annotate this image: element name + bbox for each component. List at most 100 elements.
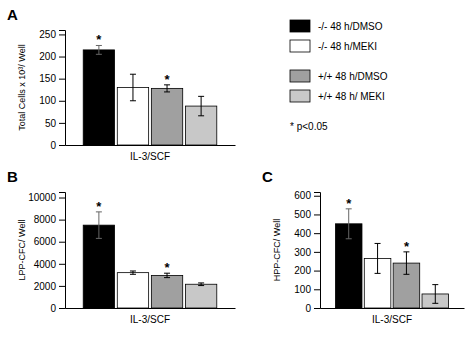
y-tick-label: 600	[294, 190, 311, 201]
legend-swatch	[290, 40, 310, 52]
y-axis: 0 50 100 150 200 250	[39, 29, 65, 151]
marks	[335, 209, 448, 308]
x-axis	[321, 308, 465, 310]
y-tick-label: 0	[50, 303, 56, 314]
y-axis-line	[59, 193, 66, 309]
y-tick-label: 6000	[34, 236, 57, 247]
panel-label: B	[7, 168, 18, 185]
bar	[151, 88, 182, 145]
y-tick: 0	[305, 303, 320, 314]
y-axis-title: Total Cells x 10³/ Well	[17, 44, 27, 130]
marks	[83, 212, 217, 308]
panel-label: C	[262, 168, 273, 185]
y-tick: 600	[294, 190, 320, 201]
error-bar	[432, 285, 438, 304]
bar	[83, 50, 114, 145]
y-tick-mark	[314, 214, 320, 215]
y-tick-mark	[314, 196, 320, 197]
y-tick: 8000	[34, 214, 65, 225]
y-tick-mark	[59, 308, 65, 309]
y-tick: 0	[50, 140, 65, 151]
y-tick-mark	[59, 220, 65, 221]
error-bar	[198, 283, 204, 286]
y-axis: 0 2000 4000 6000 8000 10000	[28, 192, 65, 313]
y-tick: 300	[294, 247, 320, 258]
y-tick-label: 4000	[34, 259, 57, 270]
y-tick-label: 200	[39, 51, 56, 62]
y-tick-mark	[314, 308, 320, 309]
y-tick-label: 0	[50, 140, 56, 151]
y-axis-title: HPP-CFC/ Well	[272, 219, 282, 281]
bar	[151, 275, 182, 308]
x-axis	[66, 145, 236, 147]
y-tick-label: 50	[45, 118, 57, 129]
y-tick-mark	[59, 34, 65, 35]
significance-star: *	[165, 72, 171, 87]
y-tick-label: 8000	[34, 214, 57, 225]
y-tick: 6000	[34, 236, 65, 247]
y-tick-mark	[314, 252, 320, 253]
legend-label: +/+ 48 h/ MEKI	[318, 91, 385, 102]
y-tick-label: 300	[294, 247, 311, 258]
y-tick-mark	[59, 101, 65, 102]
x-axis-line	[66, 145, 236, 146]
x-axis	[66, 308, 236, 310]
legend-swatch	[290, 90, 310, 102]
x-axis-line	[321, 308, 465, 309]
panel-label: A	[7, 6, 18, 23]
significance-star: *	[346, 196, 352, 211]
error-bar	[198, 96, 204, 115]
error-bar	[130, 271, 136, 274]
bar	[117, 273, 148, 308]
y-tick-mark	[59, 264, 65, 265]
y-tick-label: 100	[39, 95, 56, 106]
y-tick-label: 0	[305, 303, 311, 314]
y-tick-label: 200	[294, 265, 311, 276]
error-bar	[403, 252, 409, 274]
legend-item: +/+ 48 h/DMSO	[290, 70, 388, 82]
x-axis-title: IL-3/SCF	[130, 314, 170, 325]
legend-label: -/- 48 h/MEKI	[318, 41, 377, 52]
y-axis-line	[314, 193, 321, 309]
y-tick-mark	[59, 242, 65, 243]
y-tick-label: 400	[294, 228, 311, 239]
significance-star: *	[165, 260, 171, 275]
y-tick: 100	[294, 284, 320, 295]
y-tick: 50	[45, 118, 65, 129]
y-tick-mark	[314, 271, 320, 272]
y-tick: 400	[294, 228, 320, 239]
y-axis-line	[59, 31, 66, 146]
y-tick-label: 250	[39, 29, 56, 40]
y-tick: 2000	[34, 281, 65, 292]
error-bar	[346, 209, 352, 239]
panel: 0100200300400500600**HPP-CFC/ WellIL-3/S…	[262, 168, 465, 325]
y-tick: 150	[39, 73, 65, 84]
error-bar	[130, 74, 136, 101]
y-tick-label: 150	[39, 73, 56, 84]
legend-item: -/- 48 h/MEKI	[290, 40, 377, 52]
y-tick: 4000	[34, 259, 65, 270]
legend-item: +/+ 48 h/ MEKI	[290, 90, 385, 102]
y-tick-mark	[314, 233, 320, 234]
significance-star: *	[96, 199, 102, 214]
legend-label: +/+ 48 h/DMSO	[318, 71, 388, 82]
y-tick-mark	[59, 198, 65, 199]
y-tick-label: 10000	[28, 192, 56, 203]
marks	[83, 45, 217, 145]
legend-label: -/- 48 h/DMSO	[318, 21, 383, 32]
y-tick: 500	[294, 209, 320, 220]
error-bar	[96, 212, 102, 239]
y-axis: 0 100 200 300 400 500 600	[294, 190, 320, 313]
x-axis-title: IL-3/SCF	[130, 151, 170, 162]
y-tick: 100	[39, 95, 65, 106]
y-axis-title: LPP-CFC/ Well	[17, 220, 27, 281]
chart: 0 50 100 150 200 250 * * Total Cells x 10³/ Well…	[0, 0, 474, 347]
significance-star: *	[96, 32, 102, 47]
y-tick: 200	[39, 51, 65, 62]
significance-note: * p<0.05	[290, 121, 328, 132]
panel: 0 2000 4000 6000 8000 10000 * * LPP-CFC/ Well IL-…	[7, 168, 236, 325]
y-tick-label: 500	[294, 209, 311, 220]
y-tick-mark	[59, 145, 65, 146]
legend: -/- 48 h/DMSO -/- 48 h/MEKI +/+ 48 h/DMSO +…	[290, 20, 388, 132]
legend-item: -/- 48 h/DMSO	[290, 20, 383, 32]
